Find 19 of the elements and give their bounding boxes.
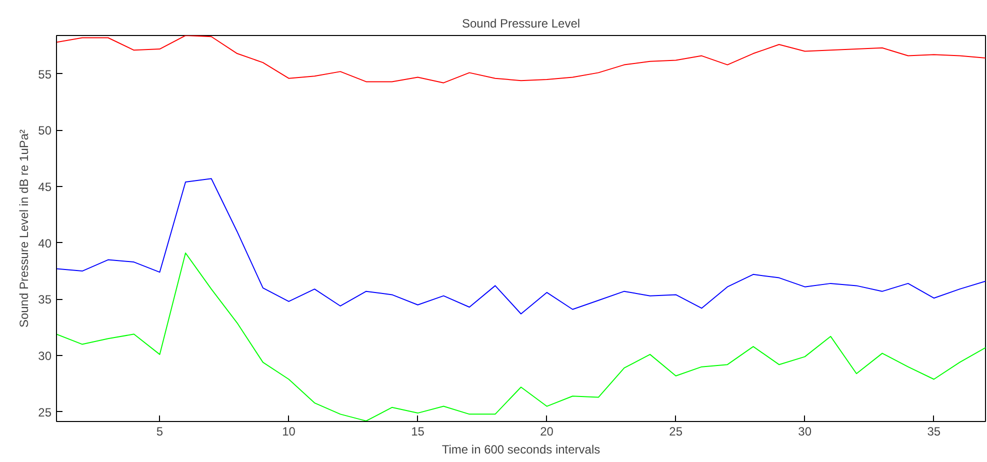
y-tick-label: 45 [38, 180, 52, 194]
x-tick-label: 15 [411, 424, 425, 438]
y-tick-label: 55 [38, 67, 52, 82]
line-series [56, 36, 986, 84]
x-tick-label: 25 [669, 424, 683, 438]
y-tick-label: 50 [38, 124, 52, 138]
y-tick-label: 40 [38, 236, 52, 250]
y-axis-title: Sound Pressure Level in dB re 1uPa² [17, 129, 32, 328]
x-tick-label: 10 [282, 424, 296, 438]
x-tick-label: 30 [798, 424, 812, 438]
x-tick-label: 5 [156, 424, 164, 438]
y-tick-label: 35 [38, 292, 52, 307]
y-tick-label: 25 [38, 405, 52, 420]
chart-title: Sound Pressure Level [462, 16, 580, 30]
x-axis-title: Time in 600 seconds intervals [442, 442, 600, 456]
y-tick-label: 30 [38, 349, 52, 364]
x-tick-label: 35 [927, 424, 941, 438]
line-series [56, 178, 986, 314]
x-tick-label: 20 [540, 424, 554, 438]
